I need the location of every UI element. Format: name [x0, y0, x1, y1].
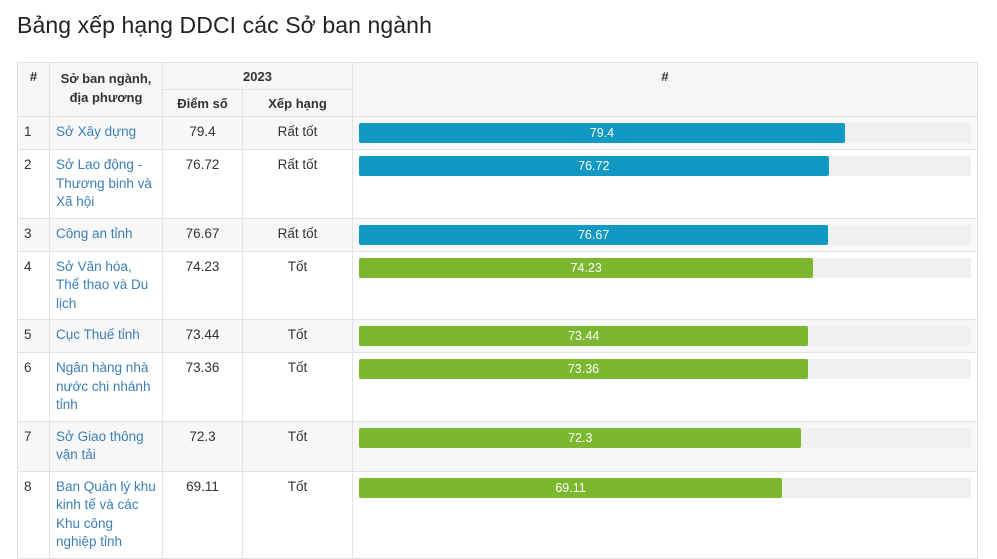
score-bar-track: 76.67: [359, 224, 972, 245]
header-level: Xếp hạng: [241, 89, 354, 117]
row-bar-cell: 69.11: [352, 470, 979, 559]
row-rank: 7: [17, 420, 50, 472]
department-link[interactable]: Công an tỉnh: [56, 225, 133, 241]
table-row: 7 Sở Giao thông vận tải 72.3 Tốt 72.3: [17, 420, 979, 472]
department-link[interactable]: Sở Xây dựng: [56, 124, 137, 139]
score-bar: 76.67: [359, 224, 829, 245]
row-rank: 3: [17, 217, 50, 252]
row-score: 73.36: [162, 352, 243, 422]
row-score: 73.44: [162, 319, 243, 353]
row-name-cell: Ngân hàng nhà nước chi nhánh tỉnh: [49, 352, 163, 422]
row-rank: 8: [17, 470, 50, 559]
header-rank: #: [17, 62, 50, 117]
header-year: 2023: [161, 62, 354, 90]
score-bar: 74.23: [359, 257, 814, 278]
row-score: 72.3: [162, 420, 243, 472]
row-level: Tốt: [241, 470, 354, 559]
department-link[interactable]: Ngân hàng nhà nước chi nhánh tỉnh: [56, 360, 151, 412]
score-bar: 73.36: [359, 359, 808, 379]
row-name-cell: Sở Lao động - Thương binh và Xã hội: [49, 149, 163, 219]
department-link[interactable]: Sở Văn hóa, Thể thao và Du lịch: [56, 258, 149, 311]
row-bar-cell: 74.23: [352, 250, 979, 320]
table-row: 1 Sở Xây dựng 79.4 Rất tốt 79.4: [17, 116, 979, 150]
department-link[interactable]: Sở Lao động - Thương binh và Xã hội: [56, 157, 152, 209]
row-rank: 6: [17, 352, 50, 422]
row-name-cell: Sở Văn hóa, Thể thao và Du lịch: [49, 250, 163, 320]
row-bar-cell: 76.67: [352, 217, 979, 252]
table-row: 4 Sở Văn hóa, Thể thao và Du lịch 74.23 Tốt…: [17, 250, 979, 320]
header-score: Điểm số: [162, 89, 243, 117]
row-rank: 2: [17, 149, 50, 219]
row-bar-cell: 76.72: [352, 149, 979, 219]
header-name: Sở ban ngành, địa phương: [49, 62, 163, 117]
row-rank: 4: [17, 250, 50, 320]
header-bar: #: [352, 62, 979, 117]
row-bar-cell: 73.44: [352, 319, 979, 353]
table-row: 2 Sở Lao động - Thương binh và Xã hội 76.7…: [17, 149, 979, 219]
score-bar-track: 79.4: [359, 123, 972, 143]
row-level: Tốt: [241, 250, 354, 320]
row-level: Rất tốt: [241, 116, 354, 150]
row-score: 76.72: [162, 149, 243, 219]
department-link[interactable]: Cục Thuế tỉnh: [56, 327, 140, 342]
row-level: Tốt: [241, 352, 354, 422]
row-bar-cell: 72.3: [352, 420, 979, 472]
row-rank: 5: [17, 319, 50, 353]
score-bar-track: 73.36: [359, 359, 972, 379]
row-name-cell: Ban Quản lý khu kinh tế và các Khu công …: [49, 470, 163, 559]
row-level: Rất tốt: [241, 217, 354, 252]
ranking-table: # Sở ban ngành, địa phương 2023 # Điểm s…: [17, 62, 979, 559]
row-bar-cell: 73.36: [352, 352, 979, 422]
page-title: Bảng xếp hạng DDCI các Sở ban ngành: [17, 12, 432, 38]
score-bar-track: 72.3: [359, 427, 972, 448]
row-score: 69.11: [162, 470, 243, 559]
table-row: 6 Ngân hàng nhà nước chi nhánh tỉnh 73.36 T…: [17, 352, 979, 422]
score-bar-track: 69.11: [359, 477, 972, 498]
row-name-cell: Sở Xây dựng: [49, 116, 163, 150]
score-bar: 79.4: [359, 123, 845, 143]
score-bar-track: 76.72: [359, 156, 972, 176]
score-bar: 73.44: [359, 326, 809, 346]
row-score: 76.67: [162, 217, 243, 252]
table-row: 8 Ban Quản lý khu kinh tế và các Khu công…: [17, 470, 979, 559]
row-name-cell: Cục Thuế tỉnh: [49, 319, 163, 353]
row-level: Rất tốt: [241, 149, 354, 219]
score-bar: 69.11: [359, 477, 782, 498]
row-level: Tốt: [241, 319, 354, 353]
department-link[interactable]: Ban Quản lý khu kinh tế và các Khu công …: [56, 478, 156, 550]
score-bar-track: 73.44: [359, 326, 972, 346]
row-name-cell: Sở Giao thông vận tải: [49, 420, 163, 472]
row-name-cell: Công an tỉnh: [49, 217, 163, 252]
department-link[interactable]: Sở Giao thông vận tải: [56, 428, 144, 463]
score-bar-track: 74.23: [359, 257, 972, 278]
table-row: 5 Cục Thuế tỉnh 73.44 Tốt 73.44: [17, 319, 979, 353]
row-score: 74.23: [162, 250, 243, 320]
table-row: 3 Công an tỉnh 76.67 Rất tốt 76.67: [17, 217, 979, 252]
score-bar: 72.3: [359, 427, 802, 448]
row-score: 79.4: [162, 116, 243, 150]
score-bar: 76.72: [359, 156, 829, 176]
row-bar-cell: 79.4: [352, 116, 979, 150]
row-level: Tốt: [241, 420, 354, 472]
row-rank: 1: [17, 116, 50, 150]
